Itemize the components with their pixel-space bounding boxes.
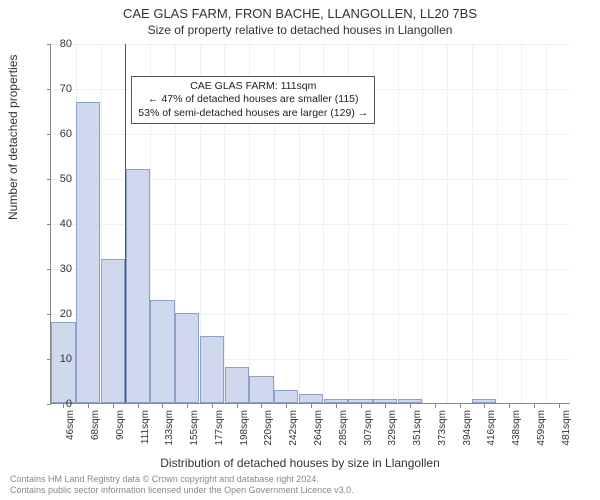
xtick-label: 111sqm (140, 410, 151, 460)
xtick-mark (162, 404, 163, 408)
xtick-label: 177sqm (214, 410, 225, 460)
xtick-label: 307sqm (363, 410, 374, 460)
ytick-label: 20 (32, 308, 72, 320)
ytick-label: 70 (32, 83, 72, 95)
gridline (497, 44, 498, 403)
xtick-mark (336, 404, 337, 408)
xtick-mark (187, 404, 188, 408)
xtick-label: 329sqm (387, 410, 398, 460)
reference-line (125, 44, 126, 403)
xtick-mark (261, 404, 262, 408)
gridline (521, 44, 522, 403)
annotation-line: ← 47% of detached houses are smaller (11… (138, 93, 368, 107)
xtick-label: 198sqm (239, 410, 250, 460)
xtick-label: 438sqm (511, 410, 522, 460)
ytick-label: 60 (32, 128, 72, 140)
gridline (472, 44, 473, 403)
gridline (51, 44, 570, 45)
histogram-bar (101, 259, 125, 403)
xtick-label: 416sqm (486, 410, 497, 460)
gridline (546, 44, 547, 403)
annotation-line: CAE GLAS FARM: 111sqm (138, 80, 368, 94)
footer-line: Contains public sector information licen… (10, 485, 354, 496)
ytick-label: 0 (32, 398, 72, 410)
histogram-bar (225, 367, 249, 403)
xtick-mark (410, 404, 411, 408)
xtick-label: 459sqm (536, 410, 547, 460)
xtick-mark (559, 404, 560, 408)
xtick-label: 155sqm (189, 410, 200, 460)
xtick-mark (435, 404, 436, 408)
histogram-bar (472, 399, 496, 404)
ytick-label: 40 (32, 218, 72, 230)
ytick-label: 80 (32, 38, 72, 50)
xtick-label: 285sqm (338, 410, 349, 460)
xtick-mark (88, 404, 89, 408)
footer-attribution: Contains HM Land Registry data © Crown c… (10, 474, 354, 496)
histogram-bar (324, 399, 348, 404)
xtick-label: 264sqm (313, 410, 324, 460)
histogram-bar (200, 336, 224, 404)
chart: CAE GLAS FARM: 111sqm← 47% of detached h… (50, 44, 570, 404)
gridline (398, 44, 399, 403)
xtick-mark (385, 404, 386, 408)
xtick-mark (237, 404, 238, 408)
xtick-label: 242sqm (288, 410, 299, 460)
page-subtitle: Size of property relative to detached ho… (0, 21, 600, 37)
ytick-label: 30 (32, 263, 72, 275)
xtick-label: 46sqm (65, 410, 76, 460)
xtick-mark (212, 404, 213, 408)
histogram-bar (175, 313, 199, 403)
annotation-box: CAE GLAS FARM: 111sqm← 47% of detached h… (131, 76, 375, 125)
gridline (422, 44, 423, 403)
ytick-label: 50 (32, 173, 72, 185)
xtick-mark (460, 404, 461, 408)
xtick-label: 394sqm (462, 410, 473, 460)
xtick-mark (509, 404, 510, 408)
ytick-label: 10 (32, 353, 72, 365)
gridline (51, 134, 570, 135)
xtick-label: 373sqm (437, 410, 448, 460)
xtick-label: 68sqm (90, 410, 101, 460)
y-axis-label: Number of detached properties (6, 55, 20, 220)
gridline (447, 44, 448, 403)
xtick-label: 90sqm (115, 410, 126, 460)
xtick-mark (311, 404, 312, 408)
histogram-bar (76, 102, 100, 404)
histogram-bar (348, 399, 372, 404)
histogram-bar (150, 300, 174, 404)
annotation-line: 53% of semi-detached houses are larger (… (138, 107, 368, 121)
xtick-mark (138, 404, 139, 408)
xtick-label: 351sqm (412, 410, 423, 460)
histogram-bar (299, 394, 323, 403)
histogram-bar (373, 399, 397, 404)
xtick-label: 133sqm (164, 410, 175, 460)
histogram-bar (126, 169, 150, 403)
xtick-label: 220sqm (263, 410, 274, 460)
xtick-mark (361, 404, 362, 408)
xtick-mark (484, 404, 485, 408)
xtick-label: 481sqm (561, 410, 572, 460)
histogram-bar (398, 399, 422, 404)
xtick-mark (286, 404, 287, 408)
xtick-mark (113, 404, 114, 408)
plot-area: CAE GLAS FARM: 111sqm← 47% of detached h… (50, 44, 570, 404)
xtick-mark (534, 404, 535, 408)
page-title: CAE GLAS FARM, FRON BACHE, LLANGOLLEN, L… (0, 0, 600, 21)
histogram-bar (249, 376, 273, 403)
footer-line: Contains HM Land Registry data © Crown c… (10, 474, 354, 485)
histogram-bar (274, 390, 298, 404)
